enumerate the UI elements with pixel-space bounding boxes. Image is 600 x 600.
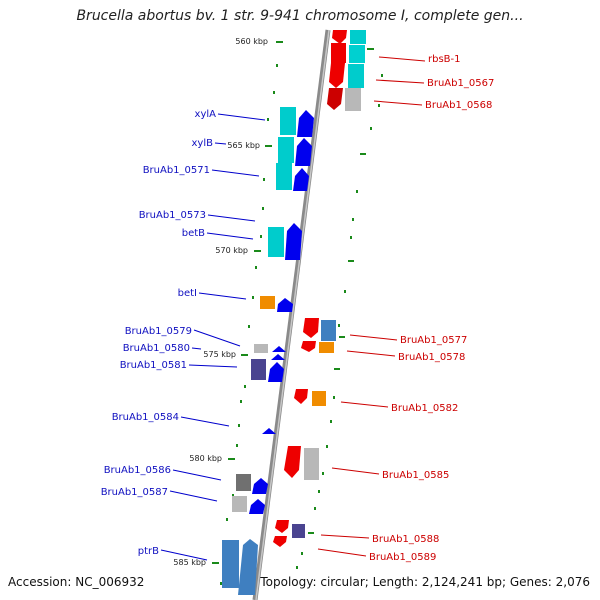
forward-gene-arrow [277,298,293,312]
gene-block [348,64,364,88]
forward-gene-arrow [238,539,258,595]
gene-label-BruAb1_0581: BruAb1_0581 [120,360,187,371]
gene-block [349,45,365,63]
kbp-label: 575 kbp [203,350,236,359]
forward-gene-arrow [272,346,286,352]
reverse-gene-arrow [332,30,347,44]
map-title: Brucella abortus bv. 1 str. 9-941 chromo… [76,8,524,24]
gene-label-BruAb1_0580: BruAb1_0580 [123,343,190,354]
reverse-gene-arrow [329,63,345,88]
gene-block [268,227,284,257]
gene-block [292,524,305,538]
gene-label-xylA: xylA [195,109,217,120]
forward-strand-features[interactable] [222,107,314,595]
kbp-label: 585 kbp [173,558,206,567]
gene-block [321,320,336,341]
gene-label-BruAb1_0585: BruAb1_0585 [382,470,449,481]
outer-ticks [296,48,383,569]
gene-block [260,296,275,309]
gene-block [350,30,366,44]
gene-block [331,43,346,63]
gene-label-BruAb1_0573: BruAb1_0573 [139,210,206,221]
kbp-label: 565 kbp [227,141,260,150]
reverse-gene-arrow [284,446,301,478]
gene-block [236,474,251,491]
gene-label-BruAb1_0567: BruAb1_0567 [427,78,494,89]
kbp-label: 560 kbp [235,37,268,46]
forward-gene-arrow [293,168,309,191]
forward-gene-arrow [271,354,285,360]
gene-label-ptrB: ptrB [138,546,159,557]
reverse-gene-arrow [275,520,289,533]
gene-label-BruAb1_0589: BruAb1_0589 [369,552,436,563]
gene-label-BruAb1_0579: BruAb1_0579 [125,326,192,337]
forward-gene-arrow [285,223,302,260]
reverse-strand-features[interactable] [273,30,366,547]
gene-block [254,344,268,353]
gene-block [345,88,361,111]
gene-label-betB: betB [182,228,205,239]
accession-text: Accession: NC_006932 [8,575,145,589]
reverse-gene-arrow [303,318,319,338]
gene-block [319,342,334,353]
forward-gene-arrow [297,110,314,137]
forward-gene-arrow [262,428,276,434]
gene-label-BruAb1_0568: BruAb1_0568 [425,100,492,111]
gene-block [232,496,247,512]
forward-gene-arrow [295,138,312,166]
gene-label-BruAb1_0587: BruAb1_0587 [101,487,168,498]
kbp-scale: 560 kbp 565 kbp 570 kbp 575 kbp 580 kbp … [173,37,283,567]
gene-label-rbsB-1: rbsB-1 [428,54,461,65]
forward-gene-arrow [268,362,284,382]
gene-label-xylB: xylB [192,138,214,149]
forward-gene-arrow [252,478,268,494]
reverse-gene-arrow [327,88,343,110]
gene-block [312,391,326,406]
gene-label-BruAb1_0582: BruAb1_0582 [391,403,458,414]
kbp-label: 580 kbp [189,454,222,463]
chromosome-axis-highlight [255,29,330,600]
gene-block [276,163,292,190]
gene-label-BruAb1_0588: BruAb1_0588 [372,534,439,545]
gene-block [278,137,294,163]
gene-label-BruAb1_0586: BruAb1_0586 [104,465,171,476]
gene-block [304,448,319,480]
forward-gene-arrow [249,499,265,514]
kbp-label: 570 kbp [215,246,248,255]
gene-label-BruAb1_0571: BruAb1_0571 [143,165,210,176]
gene-label-BruAb1_0584: BruAb1_0584 [112,412,179,423]
gene-block [280,107,296,135]
left-gene-labels[interactable]: xylA xylB BruAb1_0571 BruAb1_0573 betB b… [101,109,266,561]
gene-label-betI: betI [178,288,197,299]
right-gene-labels[interactable]: rbsB-1 BruAb1_0567 BruAb1_0568 BruAb1_05… [317,54,494,563]
reverse-gene-arrow [301,341,316,352]
gene-block [222,540,239,588]
genome-summary-text: Topology: circular; Length: 2,124,241 bp… [260,575,590,589]
chromosome-axis [252,29,331,600]
reverse-gene-arrow [294,389,308,404]
gene-label-BruAb1_0577: BruAb1_0577 [400,335,467,346]
gene-block [251,359,266,380]
gene-label-BruAb1_0578: BruAb1_0578 [398,352,465,363]
reverse-gene-arrow [273,536,287,547]
